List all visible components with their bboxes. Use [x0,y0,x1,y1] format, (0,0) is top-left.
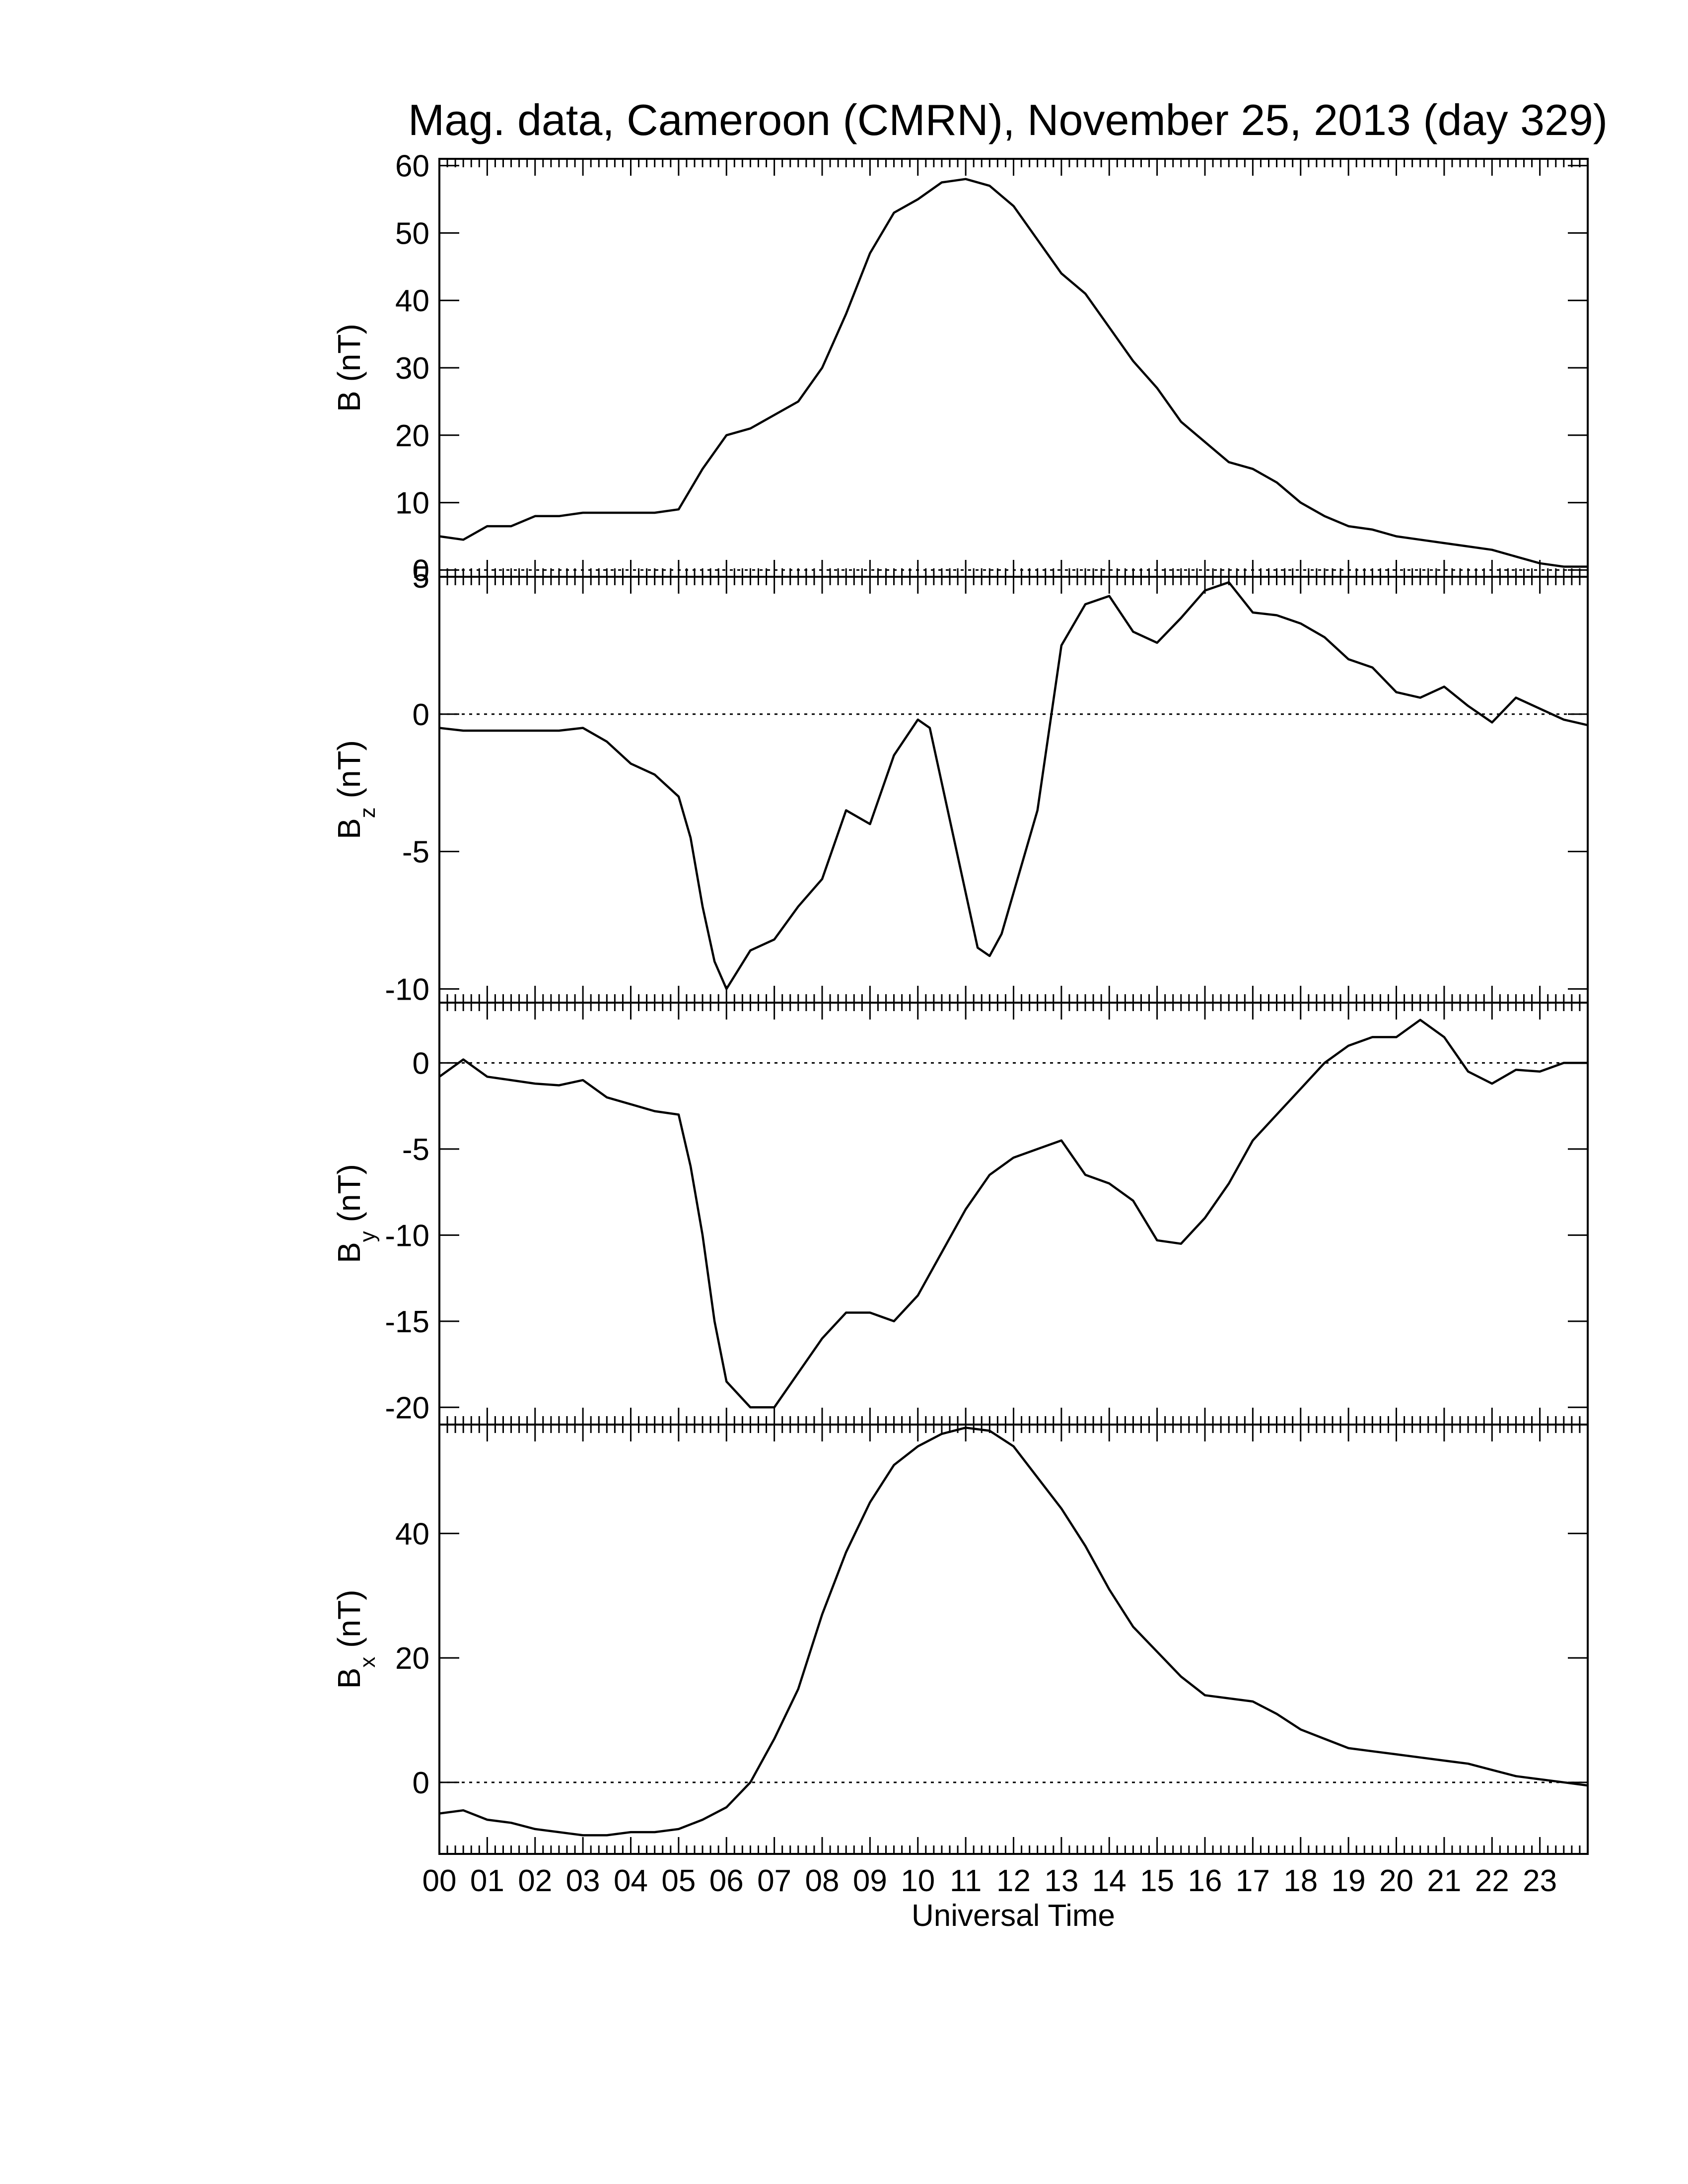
y-axis-label: B (nT) [331,324,367,412]
x-tick-label: 19 [1332,1864,1366,1898]
x-tick-labels: 00 01 02 03 04 05 06 07 08 09 10 11 12 13 14 15 16 17 18 19… [422,1864,1557,1898]
series-line [438,1019,1588,1409]
y-tick-label: 20 [395,419,429,453]
x-tick-label: 02 [518,1864,552,1898]
y-axis-label-main: B [331,1668,367,1689]
y-axis-label-main: B [331,1242,367,1263]
x-tick-label: 13 [1044,1864,1078,1898]
y-tick-label: -20 [385,1391,429,1425]
y-tick-label: 0 [413,553,429,588]
series-line [439,1427,1588,1837]
x-tick-label: 03 [566,1864,600,1898]
x-tick-label: 15 [1140,1864,1174,1898]
panel-4: 0 20 40 Bx (nT) [331,1424,1589,1855]
y-axis: 0 20 40 [395,1517,1588,1800]
x-ticks [438,159,1589,577]
x-tick-label: 11 [950,1864,982,1898]
y-axis: -10 -5 0 5 [385,560,1588,1007]
x-tick-label: 04 [614,1864,648,1898]
series-line [439,178,1588,568]
x-tick-label: 12 [996,1864,1031,1898]
y-tick-label: 0 [413,1766,429,1800]
panel-1: 0 10 20 30 40 50 60 B (nT) [331,149,1589,588]
x-tick-label: 16 [1188,1864,1222,1898]
y-tick-label: 5 [413,560,429,595]
x-tick-label: 01 [470,1864,504,1898]
x-ticks [438,1003,1589,1425]
x-tick-label: 17 [1236,1864,1270,1898]
y-axis-label-subscript: x [355,1657,380,1668]
y-tick-label: 50 [395,216,429,251]
y-axis: -20 -15 -10 -5 0 [385,1046,1588,1425]
x-tick-label: 14 [1092,1864,1126,1898]
x-axis-label: Universal Time [912,1899,1115,1933]
y-tick-label: 0 [413,1046,429,1081]
x-tick-label: 20 [1379,1864,1413,1898]
y-tick-label: 40 [395,284,429,318]
y-axis-label: Bx (nT) [331,1590,380,1689]
y-axis-label-unit: (nT) [331,740,367,807]
x-tick-label: 00 [422,1864,457,1898]
y-axis: 0 10 20 30 40 50 60 [395,149,1588,588]
y-axis-label: Bz (nT) [331,740,380,839]
y-tick-label: 0 [413,698,429,732]
y-tick-label: -5 [402,835,429,870]
y-tick-label: -10 [385,972,429,1007]
x-tick-label: 05 [661,1864,696,1898]
y-tick-label: -10 [385,1219,429,1253]
y-axis-label-main: B [331,391,367,412]
x-tick-label: 08 [805,1864,840,1898]
x-tick-label: 22 [1475,1864,1509,1898]
y-axis-label-subscript: z [355,807,380,818]
y-axis-label-main: B [331,818,367,839]
y-tick-label: -15 [385,1305,429,1339]
y-tick-label: 40 [395,1517,429,1551]
y-axis-label-unit: (nT) [331,1164,367,1231]
x-tick-label: 18 [1283,1864,1318,1898]
series-line [439,581,1588,990]
panel-3: -20 -15 -10 -5 0 By (nT) [331,1002,1589,1426]
y-axis-label-subscript: y [355,1231,380,1242]
y-tick-label: 20 [395,1641,429,1676]
y-axis-label-unit: (nT) [331,1590,367,1657]
y-tick-label: 60 [395,149,429,184]
x-tick-label: 07 [757,1864,791,1898]
x-ticks [438,577,1589,1003]
x-tick-label: 10 [901,1864,935,1898]
x-tick-label: 09 [853,1864,887,1898]
y-axis-label: By (nT) [331,1164,380,1263]
x-tick-label: 06 [709,1864,744,1898]
y-axis-label-unit: (nT) [331,324,367,391]
x-tick-label: 23 [1523,1864,1557,1898]
x-tick-label: 21 [1427,1864,1461,1898]
y-tick-label: 30 [395,351,429,386]
figure-title: Mag. data, Cameroon (CMRN), November 25,… [408,95,1608,144]
panel-2: -10 -5 0 5 Bz (nT) [331,560,1589,1007]
x-ticks [438,1425,1589,1854]
y-tick-label: 10 [395,486,429,521]
y-tick-label: -5 [402,1133,429,1167]
